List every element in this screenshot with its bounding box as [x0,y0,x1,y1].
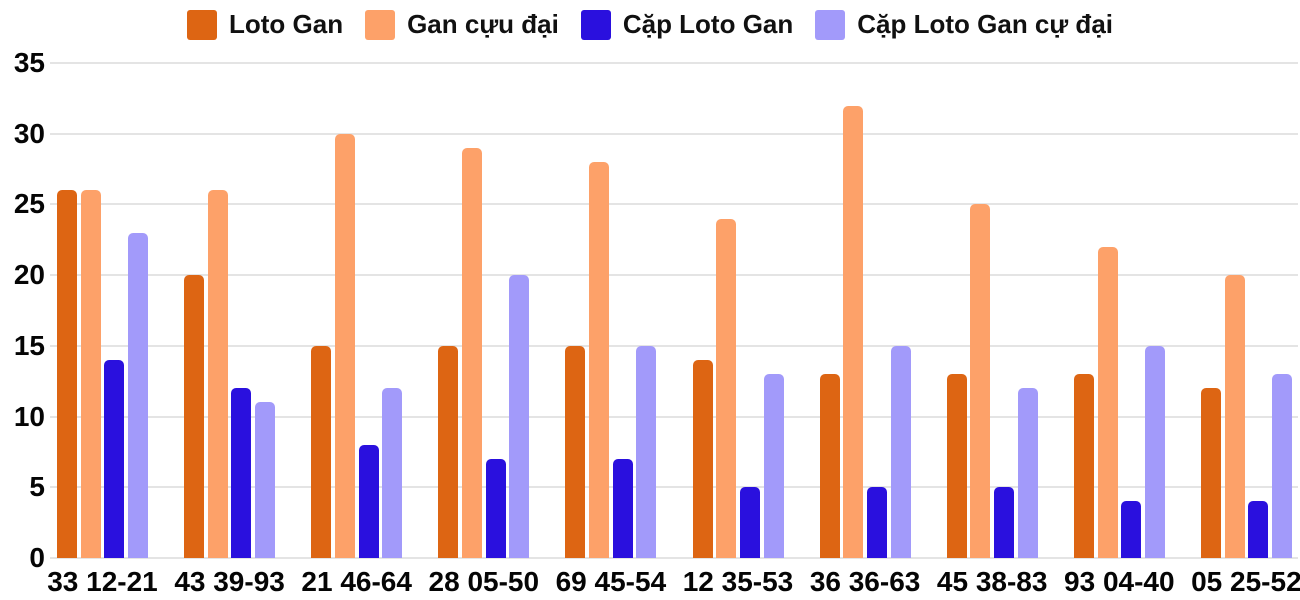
bar[interactable] [80,190,101,558]
y-axis-label: 10 [13,400,45,432]
bar[interactable] [692,360,713,558]
legend: Loto Gan Gan cựu đại Cặp Loto Gan Cặp Loto … [0,9,1300,40]
bar[interactable] [843,105,864,558]
bar[interactable] [636,345,657,558]
bar[interactable] [739,487,760,558]
bar[interactable] [946,374,967,558]
bar[interactable] [509,275,530,558]
bar[interactable] [462,147,482,558]
gridline [50,132,1298,135]
bar[interactable] [1144,345,1165,558]
bar[interactable] [57,190,77,558]
bar[interactable] [890,345,911,558]
x-axis-label: 05 25-52 [1191,566,1300,597]
bar[interactable] [231,388,252,558]
bar[interactable] [485,459,506,558]
bar[interactable] [612,459,633,558]
y-axis-label: 35 [13,47,45,79]
bar[interactable] [207,190,228,558]
gridline [50,274,1298,277]
bar[interactable] [438,345,459,558]
bar[interactable] [866,487,887,558]
bar[interactable] [819,374,840,558]
legend-swatch-gan-c-u-i [365,9,396,40]
bar[interactable] [1097,246,1118,558]
legend-item-gan-c-u-i[interactable]: Gan cựu đại [365,9,559,40]
bar[interactable] [1017,388,1038,558]
bar[interactable] [970,204,991,558]
x-axis-label: 43 39-93 [174,566,285,597]
bar[interactable] [716,218,737,558]
y-axis-label: 5 [29,471,45,503]
legend-item-c-p-loto-gan[interactable]: Cặp Loto Gan [580,9,794,40]
x-axis-label: 21 46-64 [301,566,412,597]
bar[interactable] [1121,501,1142,558]
legend-item-c-p-loto-gan-c-i[interactable]: Cặp Loto Gan cự đại [815,9,1113,40]
bar[interactable] [763,374,784,558]
bar[interactable] [334,133,355,558]
x-axis-label: 69 45-54 [555,566,667,597]
bar[interactable] [311,345,332,558]
bar[interactable] [1224,275,1245,558]
bar[interactable] [128,232,148,558]
legend-label: Gan cựu đại [407,9,559,39]
bar[interactable] [104,360,125,558]
x-axis-label: 36 36-63 [809,566,921,597]
y-axis-label: 0 [29,542,45,573]
legend-label: Loto Gan [228,9,344,39]
gridline [50,557,1298,559]
bar[interactable] [1073,374,1094,558]
bar[interactable] [589,162,610,558]
bar[interactable] [1248,501,1269,558]
legend-label: Cặp Loto Gan cự đại [857,9,1113,39]
y-axis-label: 20 [13,259,45,291]
x-axis-label: 28 05-50 [428,566,540,597]
legend-swatch-c-p-loto-gan-c-i [815,9,846,40]
gridline [50,62,1298,65]
bar[interactable] [255,402,276,558]
bar[interactable] [994,487,1014,558]
legend-label: Cặp Loto Gan [622,9,794,39]
bar[interactable] [1200,388,1221,558]
legend-item-loto-gan[interactable]: Loto Gan [186,9,344,40]
bar[interactable] [382,388,403,558]
y-axis-label: 30 [13,117,45,149]
bar[interactable] [184,275,205,558]
bar[interactable] [565,345,586,558]
legend-swatch-loto-gan [186,9,217,40]
gridline [50,415,1298,418]
gridline [50,344,1298,347]
x-axis-label: 33 12-21 [47,566,158,597]
y-axis-label: 15 [13,329,45,361]
bar[interactable] [1271,374,1292,558]
y-axis-label: 25 [13,188,45,220]
legend-swatch-c-p-loto-gan [580,9,611,40]
x-axis-label: 12 35-53 [682,566,794,597]
x-axis-label: 93 04-40 [1064,566,1175,597]
bar[interactable] [358,444,379,558]
gridline [50,486,1298,489]
x-axis-label: 45 38-83 [936,566,1048,597]
gridline [50,203,1298,206]
